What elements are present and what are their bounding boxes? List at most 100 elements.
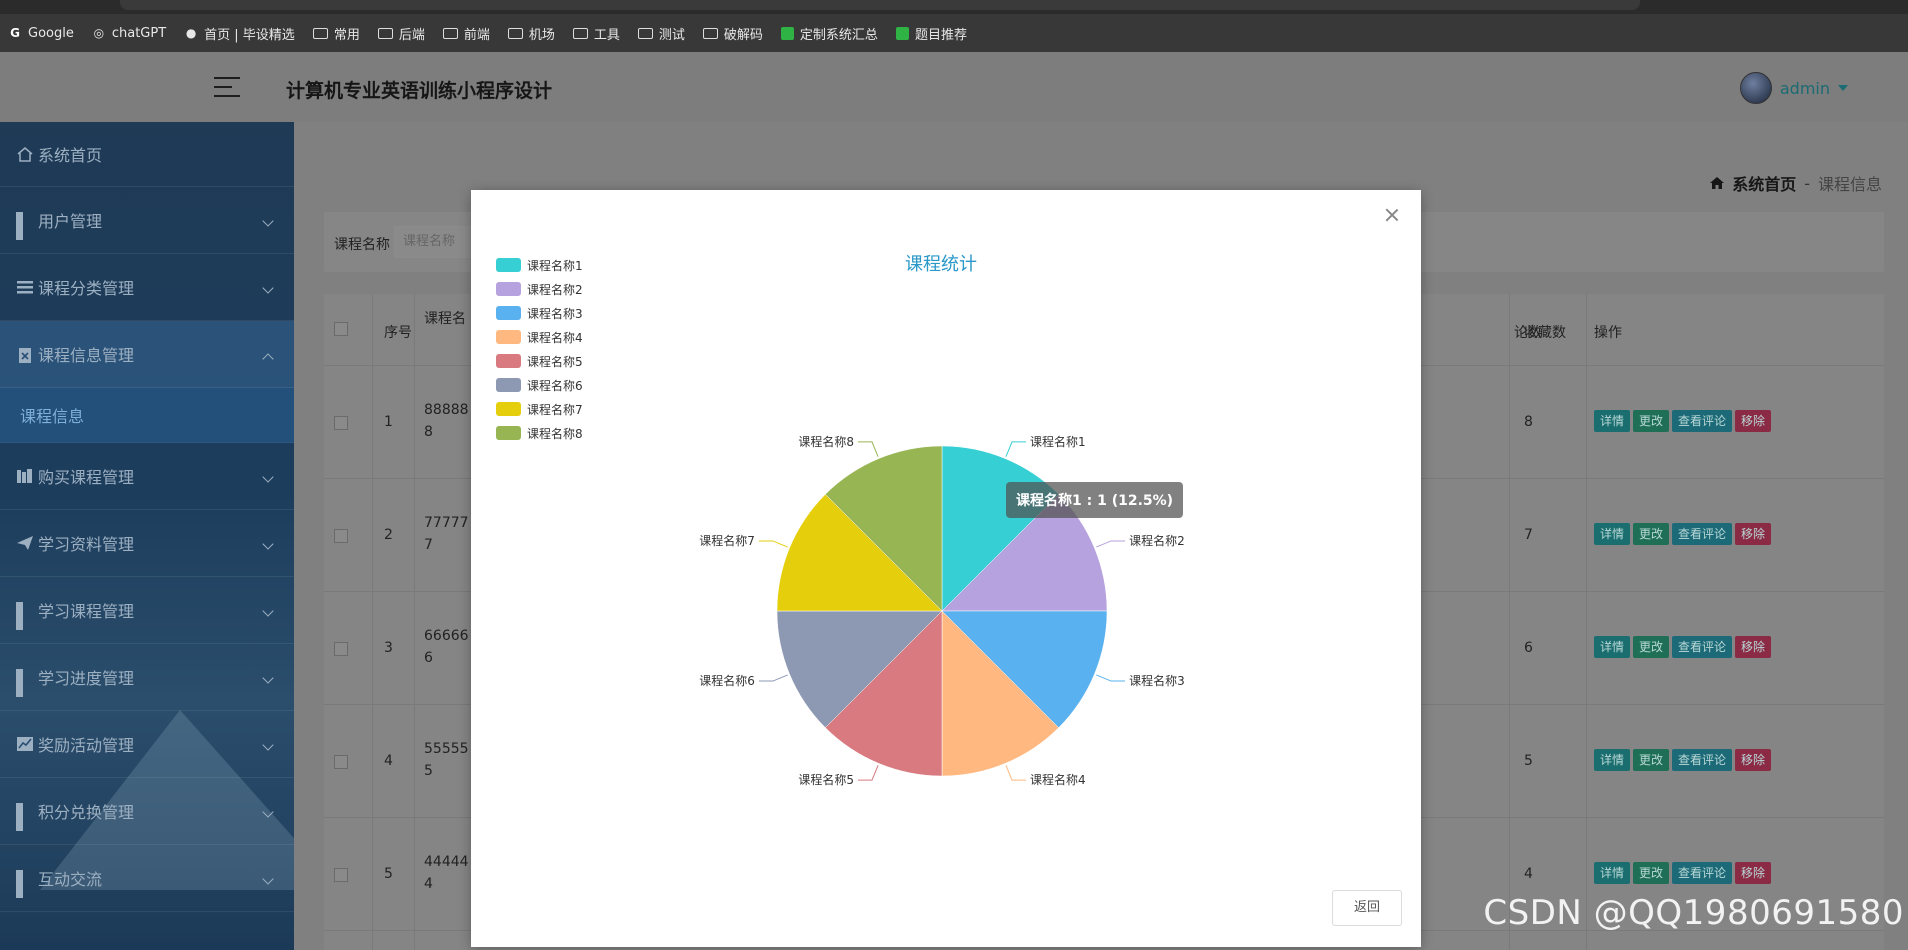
bookmark-sheet[interactable]: 题目推荐 <box>895 24 967 43</box>
view-comments-button[interactable]: 查看评论 <box>1672 749 1733 771</box>
bookmark-folder[interactable]: 前端 <box>442 24 490 43</box>
row-index: 5 <box>384 866 393 882</box>
detail-button[interactable]: 详情 <box>1594 749 1631 771</box>
remove-button[interactable]: 移除 <box>1735 410 1772 432</box>
view-comments-button[interactable]: 查看评论 <box>1672 410 1733 432</box>
bookmark-folder[interactable]: 机场 <box>507 24 555 43</box>
bookmark-folder[interactable]: 工具 <box>572 24 620 43</box>
slice-label: 课程名称4 <box>1030 772 1086 787</box>
row-checkbox[interactable] <box>334 529 348 543</box>
legend-label: 课程名称4 <box>527 330 583 345</box>
header-favorites[interactable]: 收藏数 <box>1524 325 1566 341</box>
legend-item[interactable]: 课程名称6 <box>496 373 583 397</box>
bookmark-folder[interactable]: 后端 <box>377 24 425 43</box>
legend-item[interactable]: 课程名称8 <box>496 421 583 445</box>
pie-slice[interactable] <box>776 610 943 729</box>
detail-button[interactable]: 详情 <box>1594 523 1631 545</box>
pie-slice[interactable] <box>941 610 1060 777</box>
sidebar-background-art <box>40 710 294 890</box>
sidebar-item-purchase[interactable]: 购买课程管理 <box>0 443 294 510</box>
edit-button[interactable]: 更改 <box>1633 523 1670 545</box>
legend-swatch <box>496 282 521 296</box>
pie-slice[interactable] <box>824 610 943 777</box>
sidebar-item-rewards[interactable]: 奖励活动管理 <box>0 711 294 778</box>
header-index: 序号 <box>384 325 412 341</box>
breadcrumb-home[interactable]: 系统首页 <box>1732 175 1797 194</box>
row-actions: 详情 更改 查看评论 移除 <box>1594 523 1772 545</box>
remove-button[interactable]: 移除 <box>1735 636 1772 658</box>
edit-button[interactable]: 更改 <box>1633 862 1670 884</box>
sidebar-item-materials[interactable]: 学习资料管理 <box>0 510 294 577</box>
header-name[interactable]: 课程名 <box>424 311 466 327</box>
view-comments-button[interactable]: 查看评论 <box>1672 523 1733 545</box>
row-checkbox[interactable] <box>334 755 348 769</box>
pie-slice[interactable] <box>824 445 943 612</box>
chevron-down-icon <box>262 605 274 617</box>
legend-item[interactable]: 课程名称4 <box>496 325 583 349</box>
back-button[interactable]: 返回 <box>1332 890 1402 926</box>
bookmark-folder[interactable]: 常用 <box>312 24 360 43</box>
view-comments-button[interactable]: 查看评论 <box>1672 636 1733 658</box>
header-ops: 操作 <box>1594 325 1622 341</box>
bookmark-folder[interactable]: 破解码 <box>702 24 763 43</box>
remove-button[interactable]: 移除 <box>1735 749 1772 771</box>
bookmark-sheet[interactable]: 定制系统汇总 <box>780 24 878 43</box>
view-comments-button[interactable]: 查看评论 <box>1672 862 1733 884</box>
legend-item[interactable]: 课程名称7 <box>496 397 583 421</box>
pie-slice[interactable] <box>776 493 943 612</box>
table-row: 4 55555 5 5 详情 更改 查看评论 移除 <box>324 705 1884 818</box>
sidebar-item-course-info[interactable]: 课程信息管理 <box>0 321 294 388</box>
slice-label: 课程名称5 <box>798 772 854 787</box>
sidebar-item-progress[interactable]: 学习进度管理 <box>0 644 294 711</box>
legend-item[interactable]: 课程名称3 <box>496 301 583 325</box>
remove-button[interactable]: 移除 <box>1735 862 1772 884</box>
legend-label: 课程名称6 <box>527 378 583 393</box>
bookmark-site[interactable]: ● 首页 | 毕设精选 <box>185 26 295 43</box>
edit-button[interactable]: 更改 <box>1633 636 1670 658</box>
row-name-cont: 7 <box>424 537 433 553</box>
legend-swatch <box>496 354 521 368</box>
bookmark-google[interactable]: G Google <box>8 26 74 41</box>
row-checkbox[interactable] <box>334 416 348 430</box>
chart-icon <box>16 736 34 752</box>
pie-chart: 课程名称1 课程名称2 课程名称3 课程名称4 课程名称5 课程名称6 课程名称7 课程名称8 <box>699 434 1184 787</box>
legend-label: 课程名称1 <box>527 258 583 273</box>
sidebar-item-home[interactable]: 系统首页 <box>0 122 294 187</box>
column-divider <box>414 294 415 950</box>
sidebar-item-study-course[interactable]: 学习课程管理 <box>0 577 294 644</box>
sidebar-item-points[interactable]: 积分兑换管理 <box>0 778 294 845</box>
chevron-down-icon <box>262 672 274 684</box>
sidebar-item-interaction[interactable]: 互动交流 <box>0 845 294 912</box>
send-icon <box>16 535 34 551</box>
folder-icon <box>377 27 393 39</box>
header-comments[interactable]: 论数 <box>1514 325 1542 341</box>
row-checkbox[interactable] <box>334 868 348 882</box>
chart-title: 课程统计 <box>905 254 977 275</box>
detail-button[interactable]: 详情 <box>1594 636 1631 658</box>
address-bar[interactable] <box>120 0 1640 10</box>
bookmark-folder[interactable]: 测试 <box>637 24 685 43</box>
sidebar-subitem-course-info[interactable]: 课程信息 <box>0 388 294 443</box>
legend-item[interactable]: 课程名称1 <box>496 253 583 277</box>
legend-label: 课程名称5 <box>527 354 583 369</box>
edit-button[interactable]: 更改 <box>1633 410 1670 432</box>
select-all-checkbox[interactable] <box>334 322 348 336</box>
edit-button[interactable]: 更改 <box>1633 749 1670 771</box>
legend-item[interactable]: 课程名称5 <box>496 349 583 373</box>
sidebar-item-users[interactable]: 用户管理 <box>0 187 294 254</box>
legend-item[interactable]: 课程名称2 <box>496 277 583 301</box>
detail-button[interactable]: 详情 <box>1594 862 1631 884</box>
remove-button[interactable]: 移除 <box>1735 523 1772 545</box>
bookmark-chatgpt[interactable]: ◎ chatGPT <box>93 25 167 41</box>
row-name: 66666 <box>424 628 469 644</box>
menu-toggle-icon[interactable] <box>214 77 240 97</box>
detail-button[interactable]: 详情 <box>1594 410 1631 432</box>
user-menu[interactable]: admin <box>1739 72 1848 104</box>
row-index: 4 <box>384 753 393 769</box>
slice-label: 课程名称6 <box>699 673 755 688</box>
pie-slice[interactable] <box>941 610 1108 729</box>
folder-icon <box>572 27 588 39</box>
chart-legend: 课程名称1 课程名称2 课程名称3 课程名称4 课程名称5 课程名称6 课程名称7 课程名称8 <box>496 253 583 445</box>
row-checkbox[interactable] <box>334 642 348 656</box>
sidebar-item-course-category[interactable]: 课程分类管理 <box>0 254 294 321</box>
